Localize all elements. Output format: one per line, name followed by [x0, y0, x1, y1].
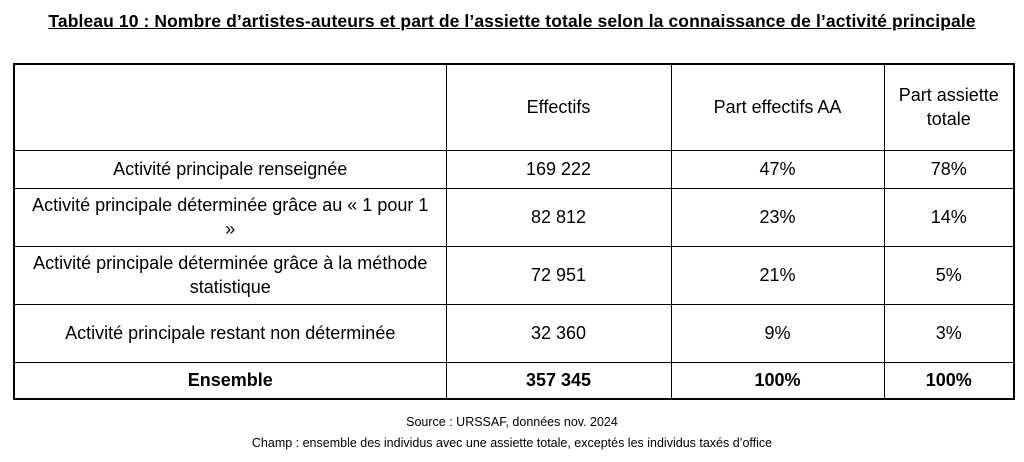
cell-effectifs: 72 951 [445, 245, 672, 305]
footer-notes: Source : URSSAF, données nov. 2024 Champ… [0, 412, 1024, 453]
table-row: Activité principale restant non détermin… [13, 303, 1015, 363]
cell-part-assiette: 14% [883, 187, 1015, 247]
header-cell-effectifs: Effectifs [445, 63, 672, 151]
table-row: Activité principale déterminée grâce au … [13, 187, 1015, 247]
total-part-effectifs: 100% [670, 361, 885, 400]
row-label: Activité principale déterminée grâce au … [13, 187, 447, 247]
cell-effectifs: 82 812 [445, 187, 672, 247]
cell-part-effectifs: 21% [670, 245, 885, 305]
cell-part-assiette: 78% [883, 149, 1015, 189]
row-label: Activité principale restant non détermin… [13, 303, 447, 363]
total-label: Ensemble [13, 361, 447, 400]
table-row: Activité principale renseignée 169 222 4… [13, 149, 1015, 189]
cell-part-effectifs: 9% [670, 303, 885, 363]
cell-part-assiette: 3% [883, 303, 1015, 363]
cell-part-effectifs: 47% [670, 149, 885, 189]
row-label: Activité principale renseignée [13, 149, 447, 189]
table-row: Activité principale déterminée grâce à l… [13, 245, 1015, 305]
total-part-assiette: 100% [883, 361, 1015, 400]
row-label: Activité principale déterminée grâce à l… [13, 245, 447, 305]
source-note: Source : URSSAF, données nov. 2024 [406, 415, 618, 429]
cell-part-assiette: 5% [883, 245, 1015, 305]
header-cell-part-assiette: Part assiette totale [883, 63, 1015, 151]
champ-note: Champ : ensemble des individus avec une … [251, 435, 773, 450]
total-effectifs: 357 345 [445, 361, 672, 400]
table-total-row: Ensemble 357 345 100% 100% [13, 361, 1015, 400]
cell-effectifs: 32 360 [445, 303, 672, 363]
header-cell-part-effectifs: Part effectifs AA [670, 63, 885, 151]
page-title: Tableau 10 : Nombre d’artistes-auteurs e… [48, 11, 976, 31]
cell-effectifs: 169 222 [445, 149, 672, 189]
table-header-row: Effectifs Part effectifs AA Part assiett… [13, 63, 1015, 151]
statistics-table: Effectifs Part effectifs AA Part assiett… [13, 63, 1015, 400]
cell-part-effectifs: 23% [670, 187, 885, 247]
header-cell-empty [13, 63, 447, 151]
